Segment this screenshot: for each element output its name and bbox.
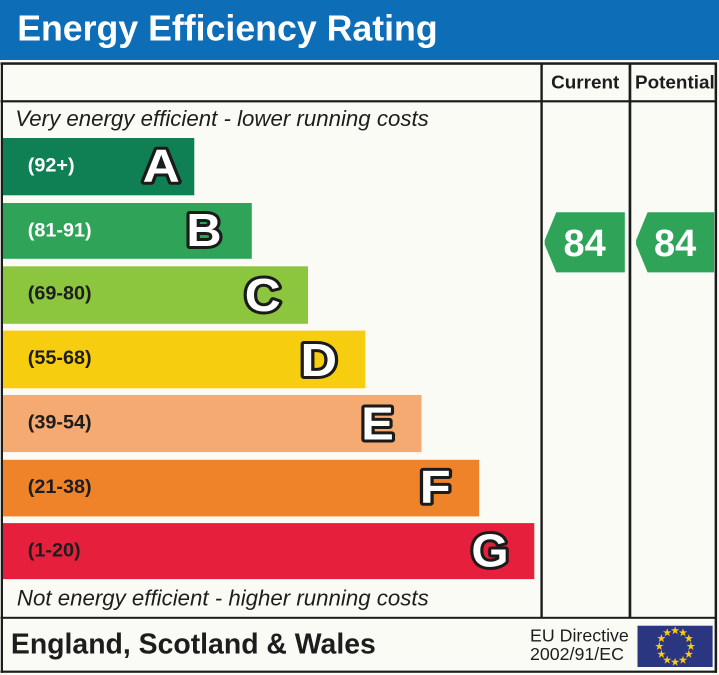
svg-text:F: F [420, 461, 451, 512]
svg-text:(55-68): (55-68) [28, 347, 92, 369]
svg-text:(21-38): (21-38) [28, 476, 92, 498]
svg-text:Not energy efficient - higher: Not energy efficient - higher running co… [17, 585, 429, 610]
svg-text:(81-91): (81-91) [28, 219, 92, 241]
svg-text:84: 84 [654, 223, 696, 265]
svg-text:C: C [245, 271, 281, 322]
svg-text:(92+): (92+) [28, 154, 75, 176]
svg-text:84: 84 [564, 223, 606, 265]
svg-text:(69-80): (69-80) [28, 283, 92, 305]
svg-text:England, Scotland & Wales: England, Scotland & Wales [11, 629, 376, 661]
svg-text:Current: Current [551, 73, 620, 94]
svg-text:2002/91/EC: 2002/91/EC [530, 644, 624, 664]
svg-text:EU Directive: EU Directive [530, 626, 629, 646]
svg-text:Very energy efficient - lower: Very energy efficient - lower running co… [15, 106, 428, 131]
svg-text:(1-20): (1-20) [28, 540, 81, 562]
svg-text:(39-54): (39-54) [28, 411, 92, 433]
svg-text:E: E [361, 399, 394, 450]
svg-text:D: D [301, 335, 338, 386]
svg-text:B: B [186, 205, 221, 256]
svg-text:A: A [143, 141, 180, 192]
svg-text:Potential: Potential [635, 73, 715, 94]
svg-text:Energy Efficiency Rating: Energy Efficiency Rating [17, 8, 437, 48]
svg-text:G: G [471, 525, 508, 576]
